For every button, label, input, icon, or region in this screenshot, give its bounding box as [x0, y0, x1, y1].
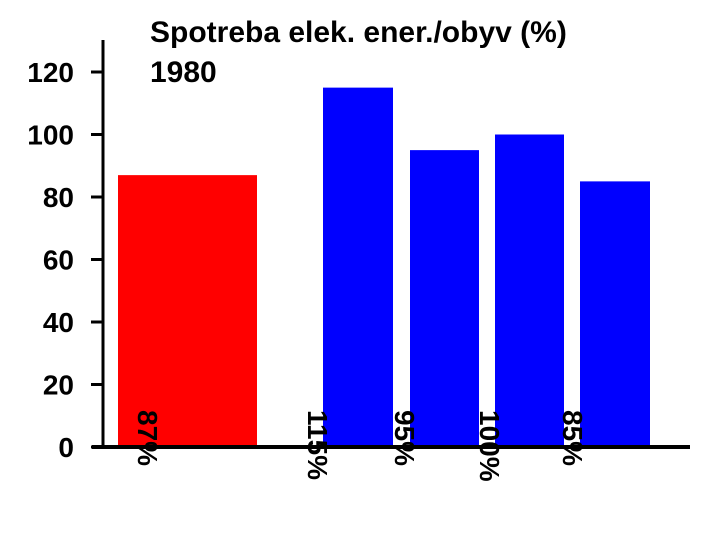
y-tick-label: 40 — [43, 307, 74, 338]
value-label: 95% — [389, 410, 420, 466]
y-tick-label: 120 — [27, 57, 74, 88]
y-tick-label: 80 — [43, 182, 74, 213]
value-label: 85% — [557, 410, 588, 466]
value-label: 115% — [302, 410, 333, 480]
value-label: 87% — [132, 410, 163, 466]
y-tick-label: 60 — [43, 245, 74, 276]
bar — [495, 134, 564, 447]
y-tick-label: 0 — [58, 432, 74, 463]
y-tick-label: 100 — [27, 120, 74, 151]
chart-subtitle: 1980 — [150, 56, 217, 89]
bar — [323, 87, 393, 447]
value-label: 100% — [474, 410, 505, 482]
bar — [410, 150, 479, 447]
bar — [118, 175, 257, 447]
y-tick-label: 20 — [43, 370, 74, 401]
chart-title: Spotreba elek. ener./obyv (%) — [150, 16, 567, 49]
bar — [580, 181, 650, 447]
